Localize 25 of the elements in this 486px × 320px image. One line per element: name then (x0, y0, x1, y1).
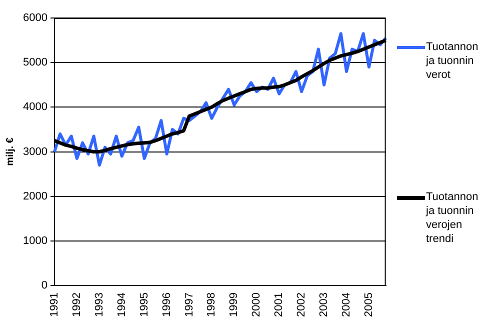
x-tick-label: 2005 (362, 292, 375, 318)
y-axis-title: milj. € (4, 137, 16, 166)
x-tick-label: 2002 (296, 292, 308, 318)
y-tick-label: 4000 (22, 101, 48, 114)
x-tick-label: 1993 (93, 292, 106, 318)
x-tick-label: 2001 (273, 292, 286, 318)
y-tick-label: 6000 (22, 12, 48, 24)
x-tick-label: 1997 (183, 292, 196, 318)
x-tick-label: 2004 (340, 292, 353, 318)
x-tick-label: 1995 (138, 292, 150, 318)
x-tick-label: 1991 (48, 292, 60, 318)
y-tick-label: 1000 (22, 234, 48, 247)
x-tick-label: 2000 (250, 292, 263, 318)
x-tick-label: 1998 (206, 292, 218, 318)
x-tick-label: 1994 (116, 292, 128, 318)
y-tick-label: 3000 (22, 146, 48, 158)
y-tick-label: 5000 (22, 56, 48, 69)
y-tick-label: 0 (41, 280, 48, 292)
legend-label: Tuotannon ja tuonnin verot (426, 40, 480, 82)
x-tick-label: 1992 (70, 292, 83, 318)
legend-label: Tuotannon ja tuonnin verojen trendi (426, 190, 480, 246)
x-tick-label: 1996 (160, 292, 173, 318)
y-tick-label: 2000 (22, 190, 48, 202)
x-tick-label: 1999 (228, 292, 240, 318)
x-tick-label: 2003 (318, 292, 330, 318)
